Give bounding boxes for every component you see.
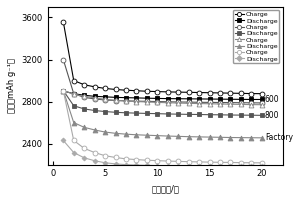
Text: 800: 800 — [265, 111, 279, 120]
Text: 500: 500 — [0, 199, 1, 200]
Y-axis label: 容量（mAh g⁻¹）: 容量（mAh g⁻¹） — [7, 58, 16, 113]
Text: Factory: Factory — [265, 133, 293, 142]
X-axis label: 循环次数/次: 循环次数/次 — [151, 184, 179, 193]
Text: 600: 600 — [265, 95, 280, 104]
Legend: Charge, Discharge, Charge, Discharge, Charge, Discharge, Charge, Discharge: Charge, Discharge, Charge, Discharge, Ch… — [233, 10, 280, 63]
